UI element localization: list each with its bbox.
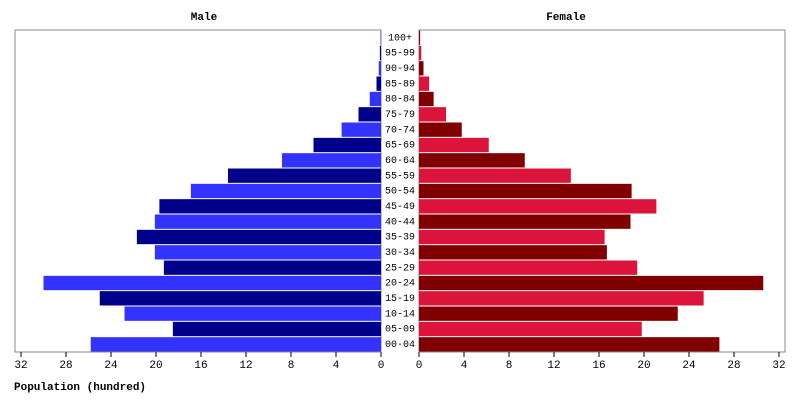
bar (419, 275, 764, 291)
x-tick-label: 8 (506, 360, 513, 372)
x-tick-label: 4 (333, 360, 340, 372)
bar (419, 229, 605, 245)
age-label: 10-14 (385, 309, 415, 320)
bar (419, 30, 421, 45)
age-label: 15-19 (385, 294, 415, 305)
age-label: 75-79 (385, 110, 415, 121)
bar (380, 30, 381, 45)
bar (154, 245, 381, 260)
bar (419, 291, 704, 306)
panel-title: Female (546, 12, 586, 24)
bar (282, 153, 381, 168)
age-label: 45-49 (385, 202, 415, 213)
bar (419, 168, 571, 183)
bar (419, 337, 720, 352)
x-tick-label: 0 (378, 360, 385, 372)
bar (172, 321, 381, 337)
bar (358, 107, 381, 122)
x-tick-label: 24 (682, 360, 696, 372)
bar (419, 260, 638, 275)
age-label: 25-29 (385, 263, 415, 274)
x-tick-label: 4 (461, 360, 468, 372)
bar (369, 91, 381, 107)
bar (136, 229, 381, 245)
x-tick-label: 8 (288, 360, 295, 372)
x-tick-label: 20 (149, 360, 162, 372)
bar (419, 199, 657, 214)
x-tick-label: 32 (14, 360, 27, 372)
bar (159, 199, 381, 214)
age-label: 80-84 (385, 95, 415, 106)
age-label: 55-59 (385, 171, 415, 182)
age-label: 60-64 (385, 156, 415, 167)
bar (419, 91, 434, 107)
x-tick-label: 16 (194, 360, 207, 372)
x-tick-label: 24 (104, 360, 118, 372)
age-label: 70-74 (385, 125, 415, 136)
bar (419, 321, 642, 337)
bar (378, 61, 381, 76)
bar (419, 45, 422, 61)
bar (190, 183, 381, 199)
age-label: 05-09 (385, 325, 415, 336)
age-label: 65-69 (385, 141, 415, 152)
bar (419, 183, 632, 199)
bar (154, 214, 381, 229)
panel-title: Male (191, 12, 218, 24)
age-label: 100+ (388, 33, 412, 44)
bar (376, 76, 381, 91)
bar (419, 214, 631, 229)
x-tick-label: 0 (416, 360, 423, 372)
x-tick-label: 16 (592, 360, 605, 372)
bar (419, 306, 678, 321)
bar (163, 260, 381, 275)
bar (341, 122, 381, 137)
age-label: 95-99 (385, 49, 415, 60)
x-axis-label: Population (hundred) (14, 382, 146, 394)
bar (419, 61, 424, 76)
bar (43, 275, 381, 291)
age-label: 50-54 (385, 187, 415, 198)
age-label: 00-04 (385, 340, 415, 351)
bar (419, 122, 462, 137)
bar (379, 45, 381, 61)
x-tick-label: 12 (239, 360, 252, 372)
bar (419, 76, 430, 91)
bar (419, 137, 489, 153)
x-tick-label: 32 (772, 360, 785, 372)
bar (419, 107, 446, 122)
bar (313, 137, 381, 153)
age-label: 30-34 (385, 248, 415, 259)
bar (419, 153, 525, 168)
x-tick-label: 28 (59, 360, 72, 372)
bar (99, 291, 381, 306)
age-label: 85-89 (385, 79, 415, 90)
bar (228, 168, 381, 183)
x-tick-label: 20 (637, 360, 650, 372)
age-label: 35-39 (385, 233, 415, 244)
bar (419, 245, 607, 260)
age-label: 20-24 (385, 279, 415, 290)
bar (124, 306, 381, 321)
x-tick-label: 28 (727, 360, 740, 372)
age-label: 40-44 (385, 217, 415, 228)
bar (90, 337, 381, 352)
x-tick-label: 12 (547, 360, 560, 372)
age-label: 90-94 (385, 64, 415, 75)
